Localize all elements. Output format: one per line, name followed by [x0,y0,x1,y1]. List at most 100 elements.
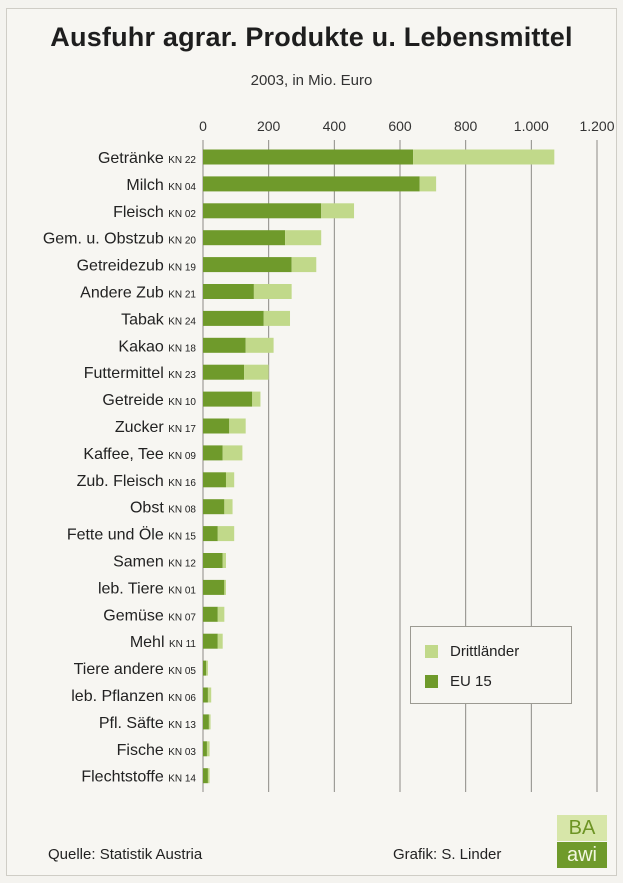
category-label: Futtermittel KN 23 [84,365,197,382]
bar-drittlaender [207,687,212,703]
bar-eu15 [203,768,208,784]
bar-eu15 [203,445,223,461]
category-label: Getreidezub KN 19 [77,258,197,275]
category-name: Fische [117,742,169,759]
category-code: KN 13 [168,720,196,731]
category-name: Milch [126,177,168,194]
category-name: leb. Pflanzen [71,688,168,705]
bar-eu15 [203,230,286,246]
category-name: Zucker [115,419,168,436]
category-code: KN 17 [168,424,196,435]
category-code: KN 11 [169,639,196,650]
category-code: KN 08 [168,505,196,516]
category-label: Zucker KN 17 [115,419,197,436]
category-label: Gem. u. Obstzub KN 20 [43,231,197,248]
x-tick-label: 400 [323,118,347,134]
bar-drittlaender [217,633,223,649]
category-name: Kakao [118,338,168,355]
bar-eu15 [203,633,218,649]
category-name: Getreide [102,392,168,409]
bar-drittlaender [245,337,274,353]
category-label: leb. Tiere KN 01 [98,580,196,597]
bar-eu15 [203,337,246,353]
bar-drittlaender [207,768,210,784]
category-code: KN 24 [168,316,196,327]
category-code: KN 14 [168,774,196,785]
category-name: Mehl [130,634,169,651]
category-name: Zub. Fleisch [77,473,169,490]
category-code: KN 12 [168,559,196,570]
chart-subtitle: 2003, in Mio. Euro [250,72,373,89]
credit-note: Grafik: S. Linder [393,846,502,863]
category-name: Obst [130,500,168,517]
category-name: Gemüse [103,607,168,624]
bar-eu15 [203,499,225,515]
bar-eu15 [203,687,208,703]
x-tick-label: 0 [199,118,207,134]
legend-label-drittlaender: Drittländer [450,643,520,660]
legend-swatch-drittlaender [425,645,438,658]
category-name: Futtermittel [84,365,168,382]
bar-eu15 [203,579,225,595]
legend-swatch-eu15 [425,675,438,688]
bar-eu15 [203,364,245,380]
category-label: Gemüse KN 07 [103,607,196,624]
bar-drittlaender [206,660,208,676]
category-label: Fische KN 03 [117,742,197,759]
bar-eu15 [203,391,253,407]
bar-drittlaender [222,553,226,568]
category-name: Kaffee, Tee [83,446,168,463]
category-code: KN 19 [168,263,196,274]
category-name: Samen [113,554,168,571]
category-code: KN 07 [168,612,196,623]
bar-drittlaender [224,579,226,595]
bar-drittlaender [413,149,555,165]
bar-eu15 [203,606,218,622]
x-tick-label: 1.200 [579,118,614,134]
chart-title: Ausfuhr agrar. Produkte u. Lebensmittel [50,22,573,52]
bar-eu15 [203,284,254,299]
category-code: KN 09 [168,451,196,462]
bar-eu15 [203,714,209,730]
source-note: Quelle: Statistik Austria [48,846,203,863]
category-code: KN 21 [168,290,196,301]
category-label: leb. Pflanzen KN 06 [71,688,196,705]
category-name: Getreidezub [77,258,169,275]
bar-drittlaender [222,445,243,461]
bar-drittlaender [291,257,317,273]
x-tick-label: 800 [454,118,478,134]
bar-drittlaender [224,499,233,515]
bar-drittlaender [252,391,261,407]
category-code: KN 15 [168,532,196,543]
bar-drittlaender [206,741,210,757]
bar-drittlaender [419,176,437,192]
category-name: Andere Zub [80,285,168,302]
category-label: Fleisch KN 02 [113,204,196,221]
category-code: KN 06 [168,693,196,704]
legend: Drittländer EU 15 [410,626,572,704]
category-code: KN 23 [168,370,196,381]
category-name: Tiere andere [74,661,169,678]
bar-drittlaender [217,606,225,622]
bar-eu15 [203,472,226,488]
category-label: Tiere andere KN 05 [74,661,197,678]
bar-eu15 [203,660,207,676]
category-label: Fette und Öle KN 15 [67,526,197,544]
category-label: Mehl KN 11 [130,634,197,651]
category-name: leb. Tiere [98,580,168,597]
bar-drittlaender [263,310,291,326]
category-label: Andere Zub KN 21 [80,285,196,302]
bar-drittlaender [208,714,211,730]
bar-eu15 [203,176,420,192]
bar-drittlaender [321,203,355,219]
x-tick-label: 600 [388,118,412,134]
category-code: KN 10 [168,397,196,408]
category-code: KN 22 [168,155,196,166]
bar-drittlaender [285,230,322,246]
category-label: Flechtstoffe KN 14 [81,769,196,786]
bar-eu15 [203,741,207,757]
bar-drittlaender [229,418,246,434]
bar-eu15 [203,553,223,568]
bar-drittlaender [253,284,292,299]
